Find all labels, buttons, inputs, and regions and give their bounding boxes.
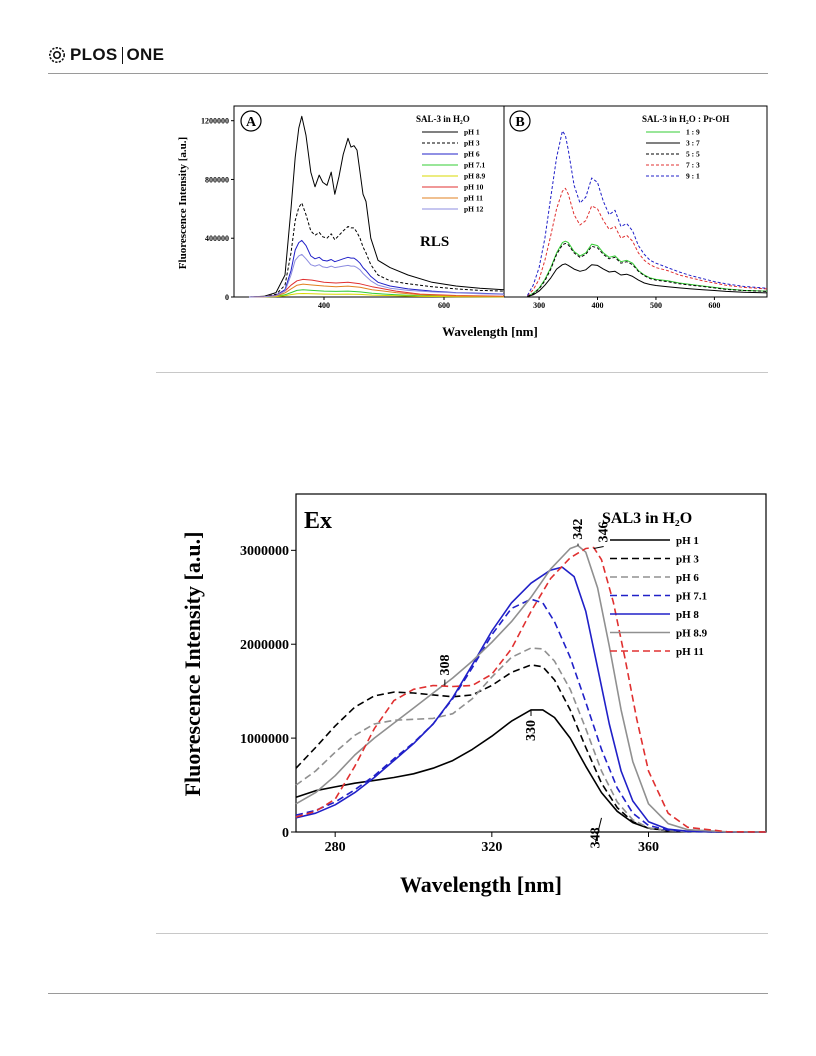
legend-label: pH 8.9	[676, 627, 708, 639]
series-line-ph-8	[295, 566, 767, 833]
series-line-ph-3	[295, 664, 767, 833]
top-xlabel: Wavelength [nm]	[442, 324, 538, 339]
series-line-ph-6	[248, 239, 505, 298]
x-tick-label: 300	[533, 301, 545, 310]
figure-bottom-rule	[156, 933, 768, 934]
legend-label: pH 6	[676, 572, 699, 584]
legend-label: pH 6	[464, 150, 480, 159]
legend-label: pH 8	[676, 609, 699, 621]
annotation-label: 330	[524, 720, 539, 741]
panel-a-letter-circle	[240, 110, 262, 132]
x-tick-label: 600	[438, 301, 450, 310]
brand-separator	[121, 46, 123, 64]
y-tick-label: 400000	[205, 234, 229, 243]
series-line-ph-11	[295, 546, 767, 833]
series-line-ph-6	[295, 647, 767, 833]
series-line-7-3	[527, 187, 768, 297]
footer-rule	[48, 993, 768, 994]
legend: pH 1 pH 3 pH 6 pH 7.1 pH 8 pH 8.9 pH 11	[610, 535, 708, 658]
panel-b-plot: 300 400 500 600 1 : 9 3 : 7 5 : 5 7 : 3 9 : 1	[526, 128, 768, 310]
ex-xlabel: Wavelength [nm]	[400, 872, 562, 897]
figure-top-rule	[156, 372, 768, 373]
figure-rls-panels: Fluorescence Intensity [a.u.] A B RLS SA…	[177, 105, 768, 339]
legend-label: pH 11	[464, 194, 483, 203]
ex-letter: Ex	[304, 508, 332, 534]
series-line-ph-1	[248, 115, 505, 298]
legend-label: 9 : 1	[686, 172, 700, 181]
panel-a-letter: A	[246, 115, 257, 130]
series-line-9-1	[526, 130, 768, 296]
legend-label: pH 12	[464, 205, 484, 214]
header-rule	[48, 73, 768, 74]
y-tick-label: 0	[282, 826, 289, 841]
legend-label: pH 3	[676, 553, 699, 565]
series-line-5-5	[527, 242, 768, 297]
panel-b-letter: B	[515, 115, 524, 130]
series-line-ph-8-9	[295, 544, 767, 833]
annotation-label: 308	[438, 655, 453, 676]
y-tick-label: 1200000	[201, 116, 229, 125]
annotation-label: 348	[589, 827, 604, 848]
series-line-ph-7-1	[295, 598, 767, 833]
legend-label: pH 8.9	[464, 172, 486, 181]
legend-label: pH 11	[676, 646, 704, 658]
legend: pH 1 pH 3 pH 6 pH 7.1 pH 8.9 pH 10 pH 11 pH 12	[422, 128, 486, 214]
annotation-leader	[595, 817, 602, 843]
y-tick-label: 1000000	[240, 732, 289, 747]
top-ylabel: Fluorescence Intensity [a.u.]	[177, 137, 189, 269]
legend-label: pH 7.1	[464, 161, 486, 170]
y-tick-label: 3000000	[240, 544, 289, 559]
panel-b-letter-circle	[509, 110, 531, 132]
x-tick-label: 360	[638, 840, 659, 855]
annotation-label: 346	[597, 521, 612, 542]
y-tick-label: 0	[225, 293, 229, 302]
brand-left: PLOS	[70, 45, 118, 64]
legend-label: pH 10	[464, 183, 484, 192]
x-tick-label: 320	[481, 840, 502, 855]
series-line-ph-7-1	[248, 289, 505, 298]
legend-label: 3 : 7	[686, 139, 700, 148]
y-tick-label: 2000000	[240, 638, 289, 653]
legend-label: pH 3	[464, 139, 480, 148]
panel-a-annotation: RLS	[420, 234, 449, 250]
legend-label: pH 1	[464, 128, 480, 137]
legend-label: pH 1	[676, 535, 699, 547]
brand-right: ONE	[126, 45, 165, 64]
x-tick-label: 600	[708, 301, 720, 310]
series-line-1-9	[527, 240, 768, 297]
legend-label: 7 : 3	[686, 161, 700, 170]
series-line-ph-12	[248, 253, 505, 298]
series-line-ph-8-9	[248, 293, 505, 298]
legend-label: 5 : 5	[686, 150, 700, 159]
panel-a-legend-title: SAL-3 in H₂O	[416, 114, 470, 124]
plos-logo-icon	[49, 47, 65, 63]
x-tick-label: 500	[650, 301, 662, 310]
x-tick-label: 400	[592, 301, 604, 310]
legend-label: 1 : 9	[686, 128, 700, 137]
annotation-leader	[593, 545, 604, 549]
x-tick-label: 280	[325, 840, 346, 855]
series-line-ph-3	[248, 202, 505, 298]
panel-b-frame	[503, 105, 768, 298]
y-tick-label: 800000	[205, 175, 229, 184]
x-tick-label: 400	[318, 301, 330, 310]
ex-ylabel: Fluorescence Intensity [a.u.]	[180, 532, 205, 797]
series-line-3-7	[527, 263, 768, 298]
series-line-ph-11	[248, 283, 505, 298]
annotation-label: 342	[571, 519, 586, 540]
legend-label: pH 7.1	[676, 590, 707, 602]
legend: 1 : 9 3 : 7 5 : 5 7 : 3 9 : 1	[646, 128, 700, 181]
panel-b-legend-title: SAL-3 in H₂O : Pr-OH	[642, 114, 729, 124]
journal-header: PLOS ONE	[48, 44, 164, 66]
ex-legend-title: SAL3 in H₂O	[602, 510, 692, 527]
ex-frame	[295, 493, 767, 833]
